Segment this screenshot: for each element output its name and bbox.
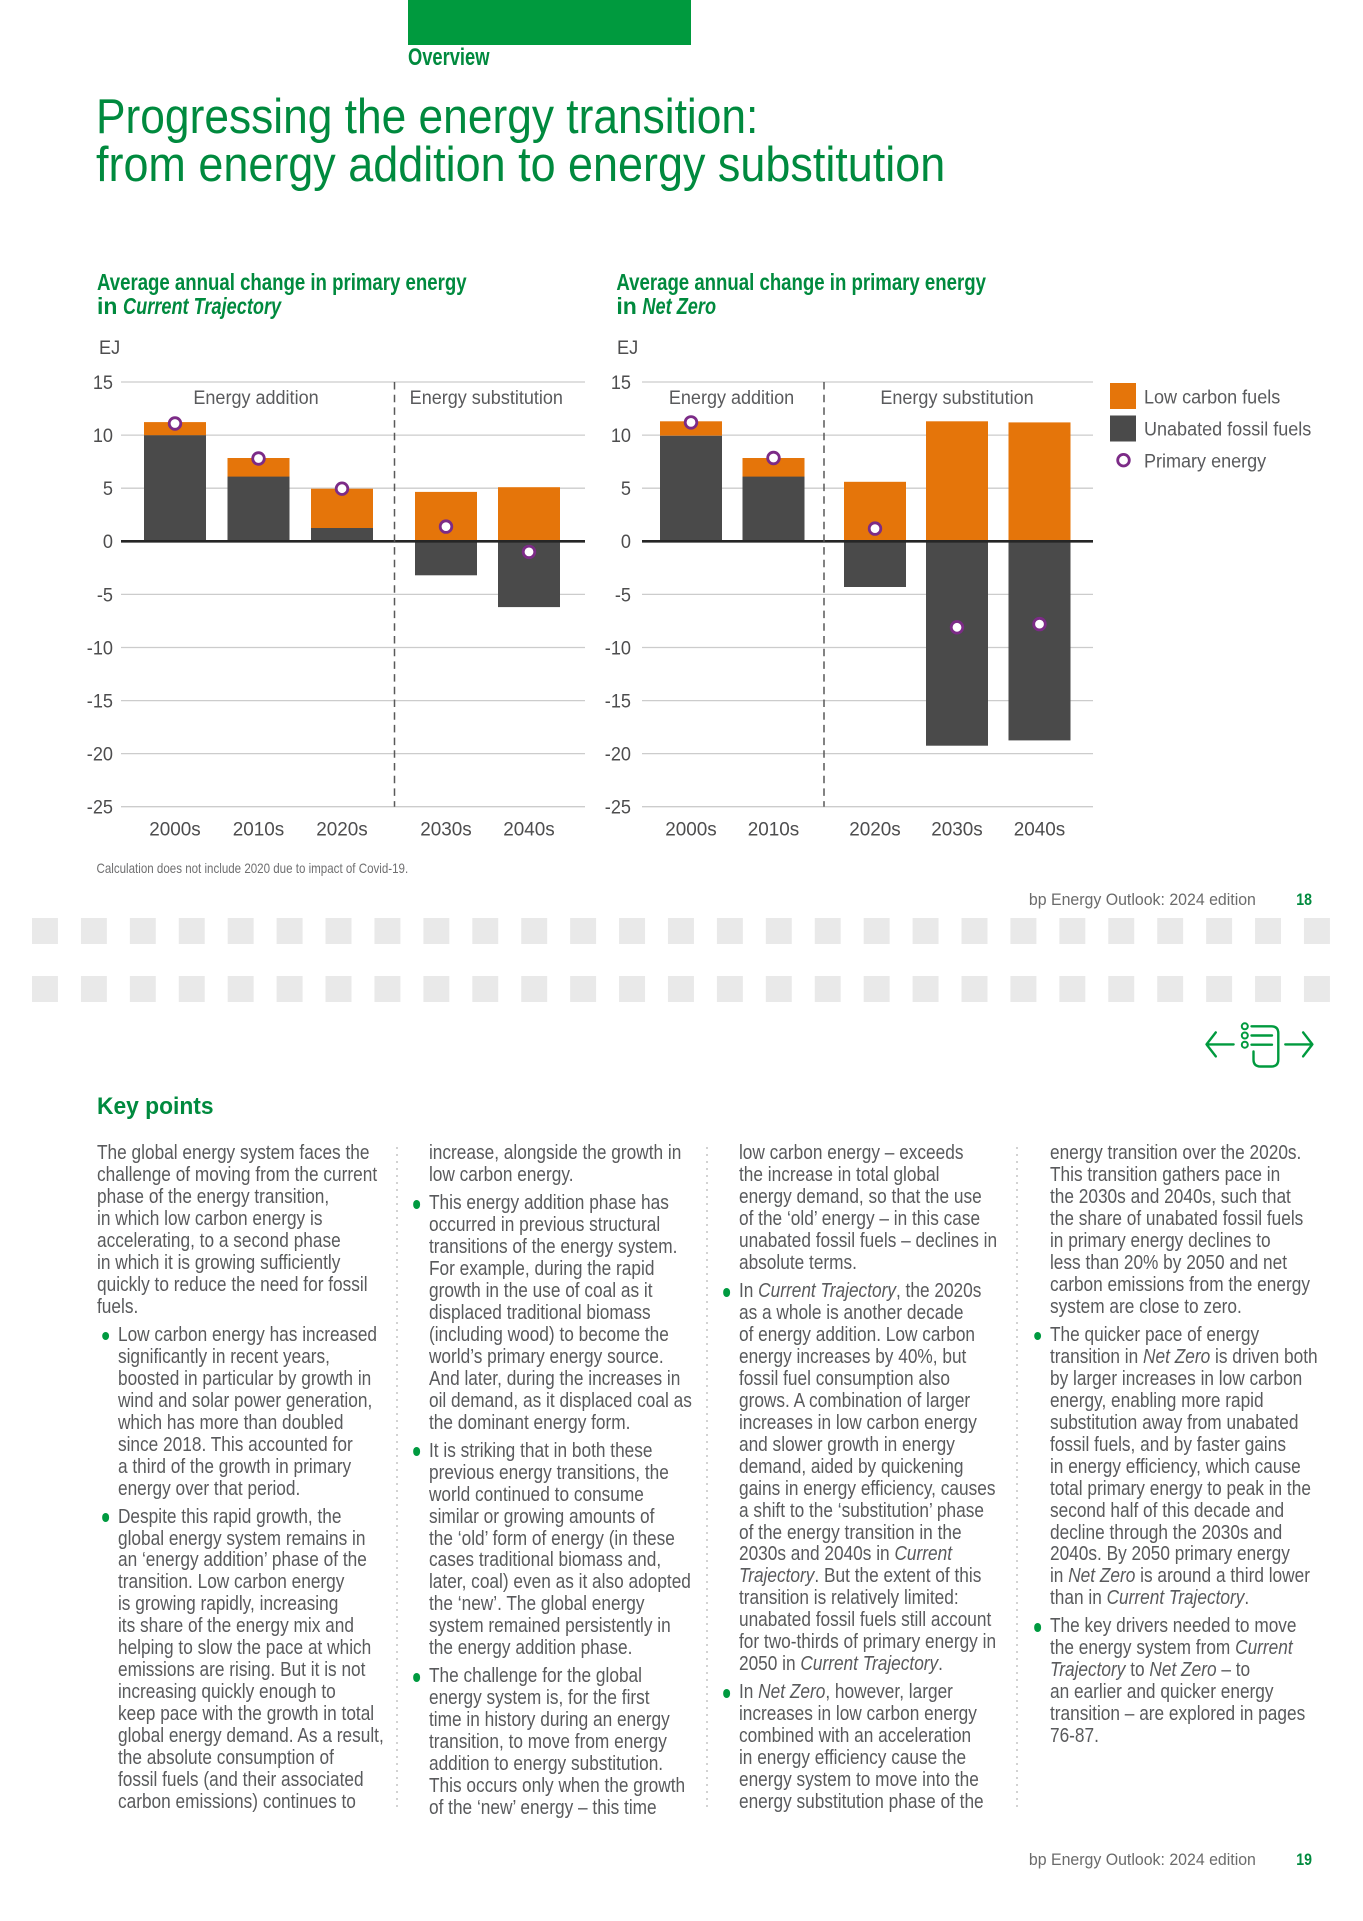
svg-text:-10: -10 (87, 637, 113, 659)
svg-text:Net Zero: Net Zero (642, 294, 716, 320)
svg-text:-20: -20 (87, 743, 113, 765)
svg-text:5: 5 (621, 478, 631, 500)
svg-text:Energy substitution: Energy substitution (880, 386, 1033, 408)
svg-text:2000s: 2000s (149, 819, 201, 840)
svg-text:0: 0 (103, 531, 113, 553)
svg-text:Energy substitution: Energy substitution (410, 386, 563, 408)
svg-text:10: 10 (611, 425, 631, 447)
svg-text:Primary energy: Primary energy (1144, 450, 1267, 472)
svg-text:-25: -25 (87, 796, 113, 818)
svg-text:EJ: EJ (617, 336, 638, 358)
svg-text:-5: -5 (615, 584, 631, 606)
svg-text:-5: -5 (97, 584, 113, 606)
svg-text:2030s: 2030s (931, 819, 983, 840)
svg-text:Unabated fossil fuels: Unabated fossil fuels (1144, 418, 1311, 440)
svg-text:2010s: 2010s (233, 819, 285, 840)
svg-text:2020s: 2020s (316, 819, 368, 840)
svg-text:Energy addition: Energy addition (193, 386, 318, 408)
svg-text:in: in (616, 293, 636, 319)
svg-text:15: 15 (611, 371, 631, 393)
svg-text:Current Trajectory: Current Trajectory (123, 294, 282, 320)
svg-text:2030s: 2030s (420, 819, 472, 840)
svg-text:2020s: 2020s (849, 819, 901, 840)
svg-text:Calculation does not include 2: Calculation does not include 2020 due to… (97, 861, 409, 876)
svg-text:10: 10 (93, 425, 113, 447)
svg-text:Average annual change in prima: Average annual change in primary energy (97, 270, 467, 295)
svg-text:-10: -10 (605, 637, 631, 659)
svg-text:2010s: 2010s (748, 819, 800, 840)
svg-text:Energy addition: Energy addition (669, 386, 794, 408)
svg-text:-15: -15 (605, 690, 631, 712)
svg-text:2040s: 2040s (1014, 819, 1066, 840)
svg-text:-15: -15 (87, 690, 113, 712)
svg-text:Low carbon fuels: Low carbon fuels (1144, 386, 1280, 408)
svg-text:2000s: 2000s (665, 819, 717, 840)
svg-text:in: in (97, 293, 117, 319)
svg-text:2040s: 2040s (503, 819, 555, 840)
svg-text:EJ: EJ (99, 336, 120, 358)
svg-text:15: 15 (93, 371, 113, 393)
svg-text:Average annual change in prima: Average annual change in primary energy (616, 270, 986, 295)
svg-text:5: 5 (103, 478, 113, 500)
svg-text:-20: -20 (605, 743, 631, 765)
svg-text:-25: -25 (605, 796, 631, 818)
svg-text:0: 0 (621, 531, 631, 553)
